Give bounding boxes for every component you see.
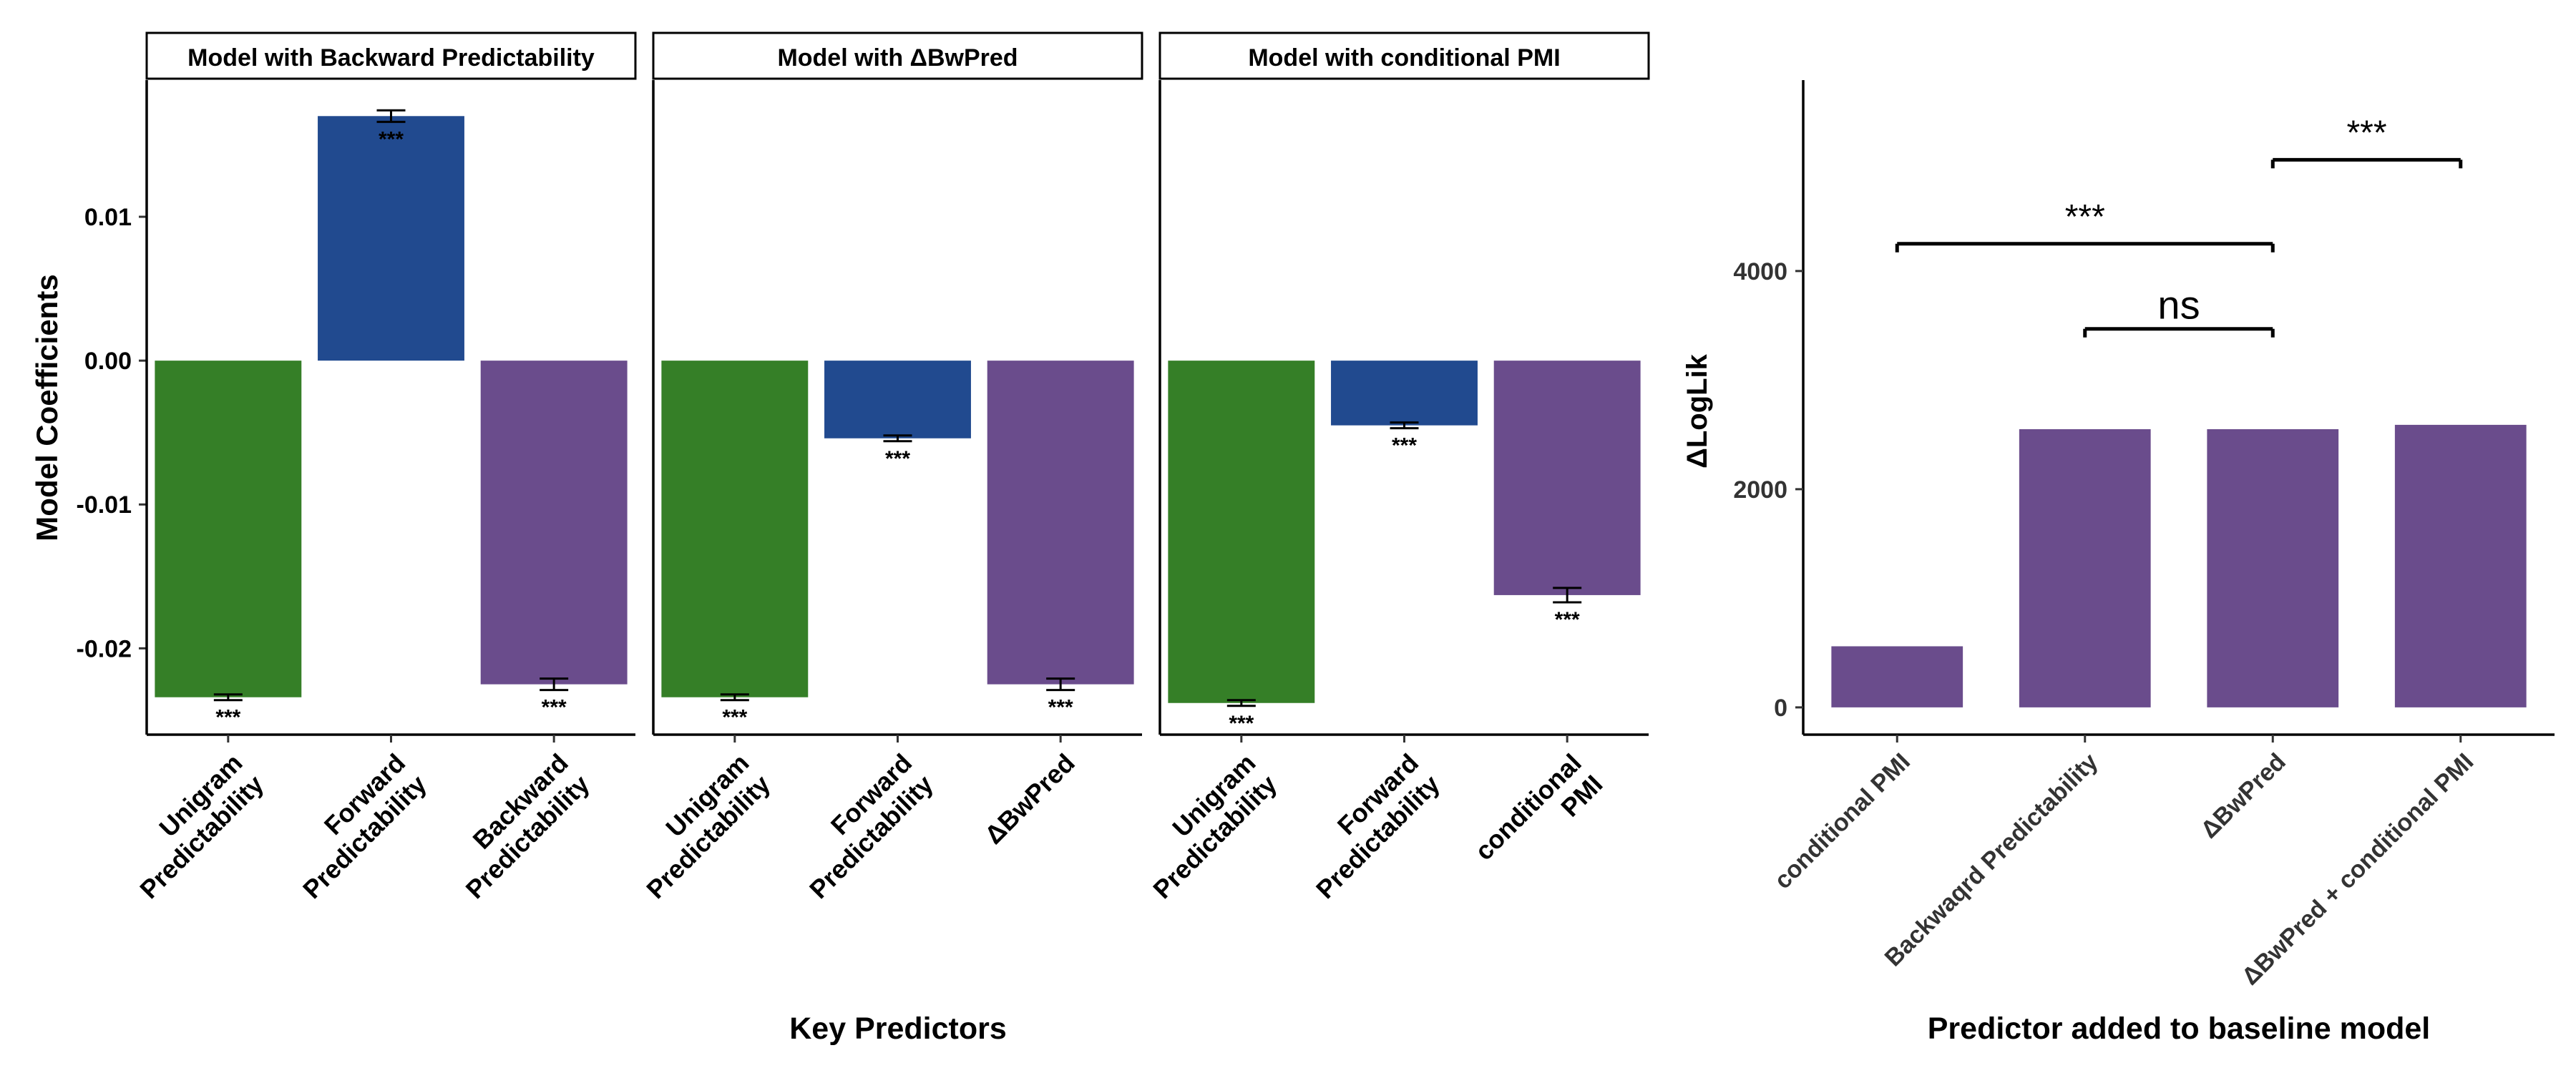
shared-x-axis-title: Key Predictors	[789, 1011, 1007, 1046]
bar	[1831, 646, 1963, 707]
right-x-axis-title: Predictor added to baseline model	[1928, 1011, 2431, 1046]
bar	[1493, 361, 1641, 595]
x-tick-label: UnigramPredictability	[620, 748, 776, 905]
y-tick-label: -0.02	[77, 635, 132, 662]
x-tick-label: ForwardPredictability	[275, 748, 432, 905]
x-tick-label: ForwardPredictability	[782, 748, 939, 905]
bar	[987, 361, 1134, 685]
comparison-bracket: ns	[2083, 283, 2275, 338]
significance-label: ***	[542, 696, 567, 720]
x-tick-label: Backwaqrd Predictability	[1880, 748, 2104, 972]
y-tick-label: -0.01	[77, 491, 132, 519]
bar	[155, 361, 302, 697]
significance-label: ***	[722, 706, 747, 730]
bar	[480, 361, 628, 685]
x-tick-label: BackwardPredictability	[439, 748, 595, 905]
panel-title: Model with ΔBwPred	[777, 44, 1018, 72]
significance-label: ***	[885, 447, 910, 471]
y-tick-label: 0	[1774, 695, 1787, 722]
comparison-bracket: ***	[1895, 198, 2275, 253]
significance-label: ***	[1555, 608, 1580, 632]
bar	[2019, 429, 2151, 707]
x-tick-label: UnigramPredictability	[113, 748, 270, 905]
bar	[318, 116, 464, 361]
bar	[2394, 424, 2527, 707]
y-tick-label: 4000	[1733, 258, 1787, 285]
significance-label: ***	[1392, 434, 1417, 458]
shared-y-axis-title: Model Coefficients	[30, 274, 64, 541]
significance-label: ***	[379, 127, 404, 151]
comparison-label: ***	[2346, 114, 2386, 152]
bar	[2207, 429, 2339, 707]
y-tick-label: 0.01	[84, 204, 132, 231]
panel-strip	[652, 31, 1143, 80]
comparison-label: ***	[2065, 198, 2105, 236]
comparison-bracket: ***	[2270, 114, 2463, 169]
bar	[824, 361, 971, 438]
right-y-axis-title: ΔLogLik	[1682, 353, 1713, 469]
panel-title: Model with conditional PMI	[1248, 44, 1560, 72]
bar	[661, 361, 809, 697]
y-tick-label: 2000	[1733, 476, 1787, 504]
x-tick-label: ForwardPredictability	[1289, 748, 1445, 905]
panel-1: Model with Backward Predictability *** Uni…	[113, 31, 637, 905]
panel-title: Model with Backward Predictability	[187, 44, 595, 72]
bar	[1331, 361, 1478, 426]
panel-strip	[1158, 31, 1650, 80]
y-tick-label: 0.00	[84, 348, 132, 375]
panel-strip	[145, 31, 637, 80]
x-tick-label: ΔBwPred	[979, 748, 1080, 850]
significance-label: ***	[215, 706, 240, 730]
significance-label: ***	[1229, 712, 1254, 735]
panel-2: Model with ΔBwPred *** UnigramPredictabili…	[620, 31, 1143, 905]
significance-label: ***	[1048, 696, 1073, 720]
x-tick-label: ΔBwPred	[2195, 748, 2291, 844]
bar	[1168, 361, 1315, 703]
x-tick-label: conditionalPMI	[1469, 748, 1608, 887]
x-tick-label: UnigramPredictability	[1126, 748, 1283, 905]
comparison-label: ns	[2157, 283, 2200, 328]
panel-3: Model with conditional PMI *** UnigramPred…	[1126, 31, 1650, 905]
x-tick-label: conditional PMI	[1769, 748, 1916, 895]
